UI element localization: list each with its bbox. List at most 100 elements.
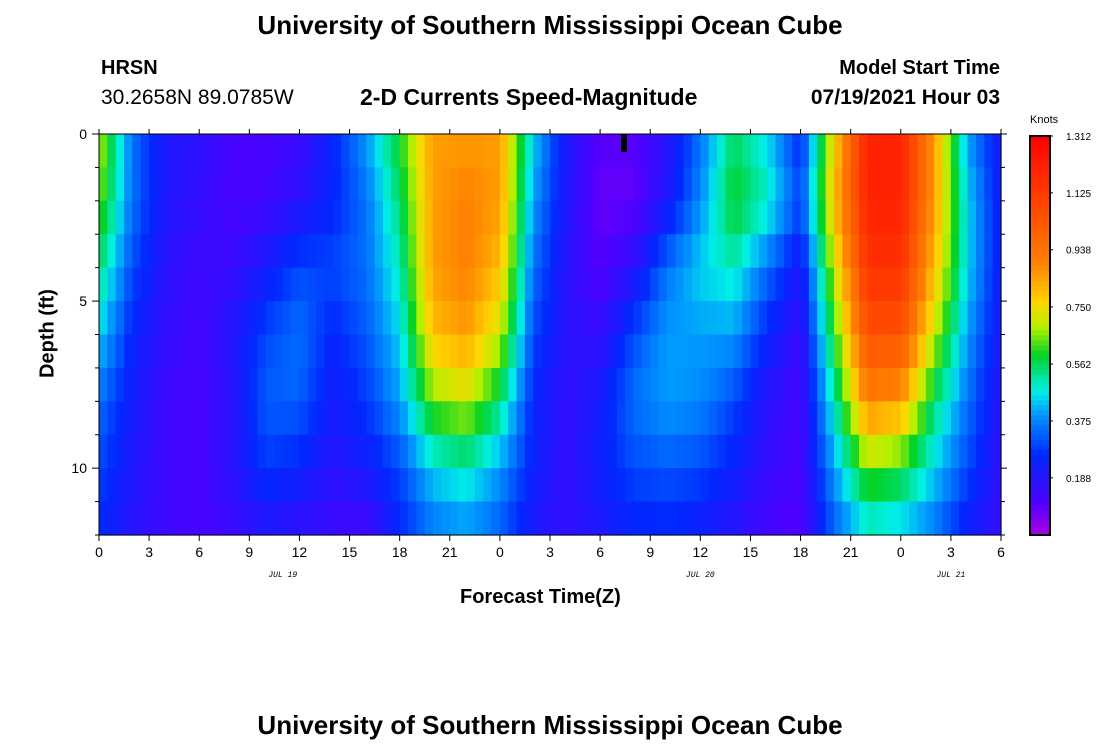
heatmap-cell — [575, 501, 585, 536]
heatmap-cell — [391, 301, 401, 336]
heatmap-cell — [433, 267, 443, 302]
heatmap-cell — [942, 301, 952, 336]
heatmap-cell — [416, 301, 426, 336]
heatmap-cell — [934, 434, 944, 469]
heatmap-cell — [550, 167, 559, 202]
heatmap-cell — [374, 167, 384, 202]
heatmap-cell — [232, 501, 242, 536]
chart-title: University of Southern Mississippi Ocean… — [257, 10, 843, 40]
heatmap-cell — [140, 301, 150, 336]
heatmap-cell — [800, 267, 810, 302]
heatmap-cell — [399, 434, 409, 469]
heatmap-cell — [591, 501, 601, 536]
heatmap-cell — [658, 234, 668, 269]
colorbar-segment — [1030, 415, 1050, 421]
heatmap-cell — [917, 134, 927, 169]
heatmap-cell — [115, 301, 125, 336]
heatmap-cell — [575, 134, 585, 169]
heatmap-cell — [533, 167, 543, 202]
heatmap-cell — [408, 267, 417, 302]
heatmap-cell — [466, 334, 476, 369]
heatmap-cell — [725, 234, 735, 269]
heatmap-cell — [934, 501, 944, 536]
heatmap-cell — [992, 501, 1002, 536]
heatmap-cell — [449, 234, 459, 269]
heatmap-cell — [282, 167, 292, 202]
heatmap-cell — [332, 367, 342, 402]
heatmap-cell — [942, 501, 952, 536]
heatmap-cell — [967, 434, 977, 469]
heatmap-cell — [900, 167, 910, 202]
heatmap-cell — [650, 468, 660, 503]
heatmap-cell — [533, 200, 543, 235]
heatmap-cell — [691, 134, 701, 169]
heatmap-cell — [892, 367, 902, 402]
heatmap-cell — [299, 501, 309, 536]
heatmap-cell — [366, 401, 376, 436]
heatmap-cell — [324, 334, 334, 369]
heatmap-cell — [433, 401, 443, 436]
heatmap-cell — [600, 501, 610, 536]
heatmap-cell — [149, 301, 159, 336]
heatmap-cell — [366, 167, 376, 202]
colorbar-segment — [1030, 310, 1050, 317]
heatmap-cell — [683, 334, 693, 369]
heatmap-cell — [499, 334, 509, 369]
heatmap-cell — [357, 434, 367, 469]
heatmap-cell — [600, 301, 610, 336]
heatmap-cell — [366, 334, 376, 369]
heatmap-cell — [215, 468, 225, 503]
heatmap-cell — [316, 501, 326, 536]
heatmap-cell — [157, 234, 167, 269]
colorbar-segment — [1030, 330, 1050, 337]
heatmap-cell — [725, 468, 735, 503]
heatmap-cell — [215, 501, 225, 536]
heatmap-cell — [382, 234, 392, 269]
heatmap-cell — [591, 200, 601, 235]
heatmap-cell — [316, 167, 326, 202]
heatmap-cell — [332, 468, 342, 503]
heatmap-cell — [349, 167, 359, 202]
heatmap-cell — [767, 401, 777, 436]
heatmap-cell — [441, 200, 451, 235]
heatmap-cell — [925, 134, 935, 169]
heatmap-cell — [491, 434, 501, 469]
heatmap-cell — [842, 367, 852, 402]
heatmap-cell — [157, 267, 167, 302]
heatmap-cell — [808, 401, 818, 436]
heatmap-cell — [483, 200, 493, 235]
colorbar-segment — [1030, 215, 1050, 222]
heatmap-cell — [909, 434, 919, 469]
heatmap-cell — [416, 267, 426, 302]
heatmap-cell — [583, 234, 593, 269]
heatmap-cell — [666, 334, 676, 369]
colorbar-segment — [1030, 185, 1050, 192]
heatmap-cell — [516, 134, 526, 169]
heatmap-cell — [199, 434, 209, 469]
heatmap-cell — [449, 200, 459, 235]
heatmap-cell — [341, 401, 351, 436]
heatmap-cell — [541, 401, 551, 436]
colorbar-segment — [1030, 265, 1050, 272]
heatmap-cell — [433, 200, 443, 235]
heatmap-cell — [307, 334, 317, 369]
heatmap-cell — [374, 367, 384, 402]
heatmap-cell — [282, 501, 292, 536]
heatmap-cell — [190, 501, 200, 536]
heatmap-cell — [374, 267, 384, 302]
heatmap-cell — [792, 434, 802, 469]
heatmap-cell — [750, 167, 760, 202]
heatmap-cell — [675, 334, 685, 369]
heatmap-cell — [842, 434, 852, 469]
heatmap-cell — [524, 367, 534, 402]
colorbar-segment — [1030, 345, 1050, 352]
heatmap-cell — [449, 301, 459, 336]
heatmap-cell — [424, 234, 434, 269]
heatmap-cell — [257, 234, 267, 269]
heatmap-cell — [708, 267, 718, 302]
heatmap-cell — [767, 167, 777, 202]
heatmap-cell — [524, 468, 534, 503]
heatmap-cell — [658, 134, 668, 169]
heatmap-cell — [967, 401, 977, 436]
heatmap-cell — [483, 434, 493, 469]
